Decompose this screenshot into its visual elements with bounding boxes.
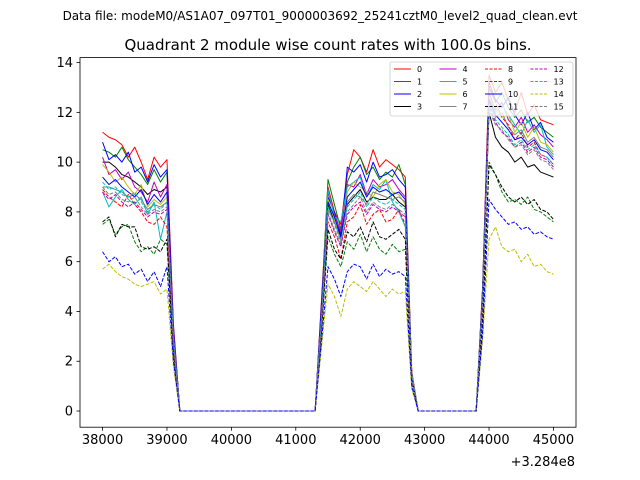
legend-label-4: 4 [463, 65, 468, 74]
legend-label-3: 3 [417, 103, 422, 112]
y-tick-label: 0 [65, 405, 73, 420]
legend-label-11: 11 [508, 103, 518, 112]
y-tick-label: 2 [65, 355, 73, 370]
x-tick-label: 43000 [404, 433, 445, 448]
legend-label-6: 6 [463, 90, 468, 99]
y-tick-label: 12 [56, 106, 73, 121]
legend-label-5: 5 [463, 78, 468, 87]
series-line-blue-dashed [102, 198, 554, 412]
legend-label-8: 8 [508, 65, 513, 74]
y-tick-label: 8 [65, 205, 73, 220]
x-offset-label: +3.284e8 [511, 455, 575, 470]
legend-label-10: 10 [508, 90, 518, 99]
figure-suptitle: Data file: modeM0/AS1A07_097T01_90000036… [63, 9, 578, 23]
x-tick-label: 44000 [468, 433, 509, 448]
legend-label-0: 0 [417, 65, 422, 74]
y-tick-label: 10 [56, 156, 73, 171]
legend-label-7: 7 [463, 103, 468, 112]
legend-label-1: 1 [417, 78, 422, 87]
x-tick-label: 38000 [82, 433, 123, 448]
x-tick-label: 41000 [275, 433, 316, 448]
axes-layer: 38000 39000 40000 41000 42000 43000 44000 45000… [56, 56, 577, 448]
chart-title: Quadrant 2 module wise count rates with … [124, 36, 531, 54]
x-tick-label: 40000 [211, 433, 252, 448]
legend-label-12: 12 [554, 65, 564, 74]
series-layer [102, 74, 554, 412]
x-tick-label: 39000 [146, 433, 187, 448]
legend-label-14: 14 [554, 90, 564, 99]
legend-frame [389, 61, 574, 117]
series-line-15 [102, 109, 554, 412]
legend-label-2: 2 [417, 90, 422, 99]
x-tick-label: 45000 [533, 433, 574, 448]
y-tick-label: 4 [65, 305, 73, 320]
legend-label-9: 9 [508, 78, 513, 87]
x-tick-label: 42000 [340, 433, 381, 448]
legend-label-13: 13 [554, 78, 564, 87]
y-tick-label: 6 [65, 255, 73, 270]
plot-area-frame [79, 57, 577, 428]
legend-label-15: 15 [554, 103, 564, 112]
y-tick-label: 14 [56, 56, 73, 71]
